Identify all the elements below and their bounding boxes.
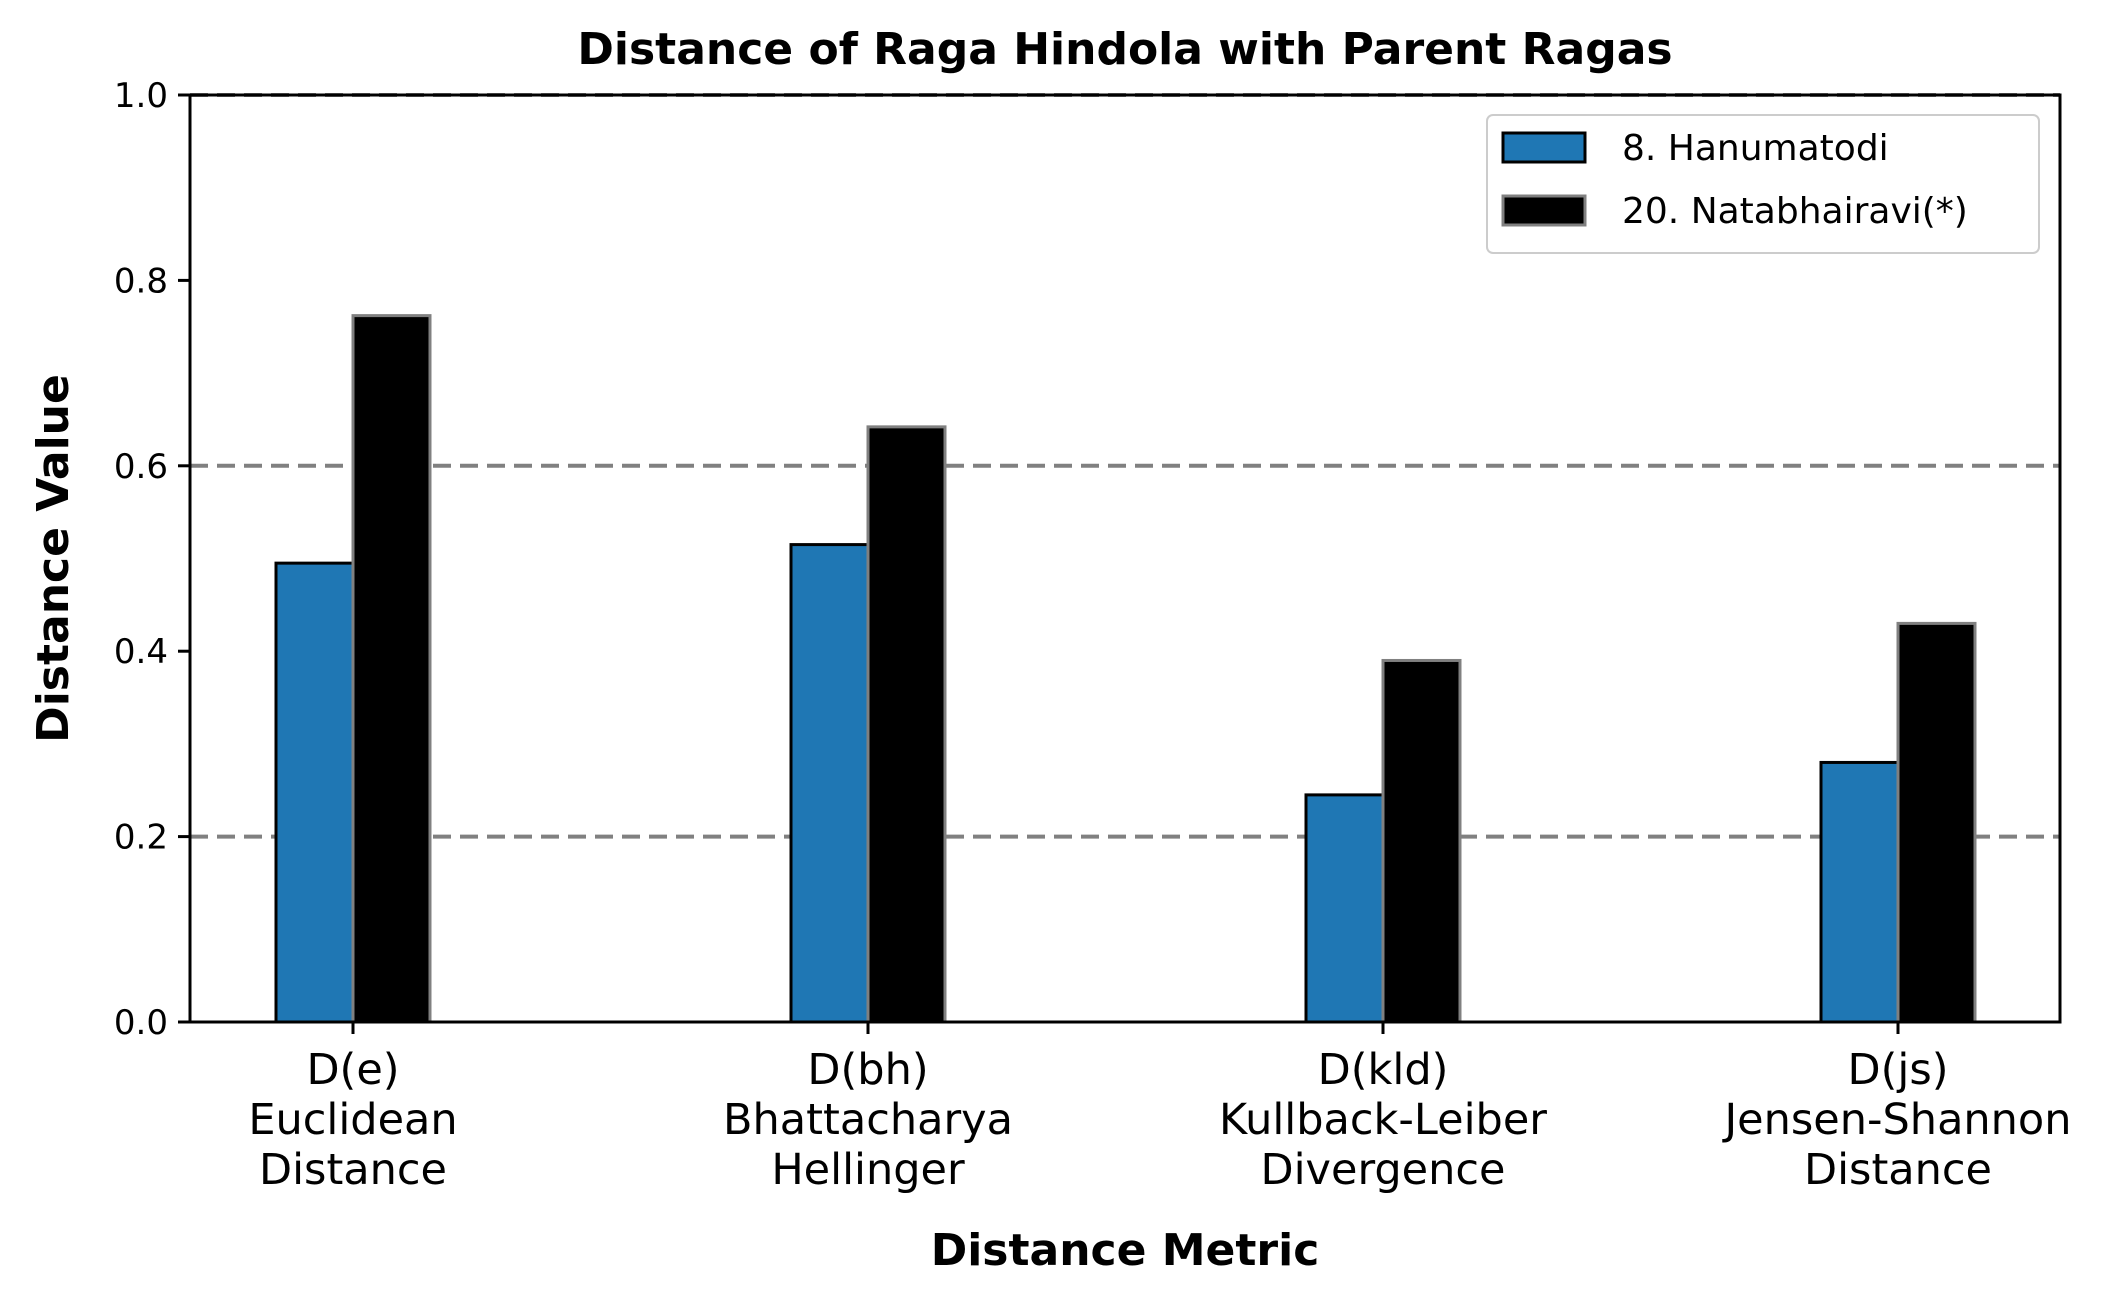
y-tick-label: 0.6 [114, 447, 168, 487]
bar-hanumatodi [1304, 793, 1385, 1024]
x-axis: D(e) Euclidean Distance D(bh) Bhattacharya He… [248, 1022, 2071, 1195]
x-tick-label: D(e) Euclidean Distance [248, 1045, 457, 1195]
bar-natabhairavi [866, 425, 947, 1024]
legend-label: 8. Hanumatodi [1622, 128, 1889, 169]
bar-hanumatodi [1819, 760, 1900, 1024]
y-tick-label: 0.0 [114, 1003, 168, 1043]
x-tick-label: D(js) Jensen-Shannon Distance [1722, 1045, 2072, 1195]
x-tick-label: D(bh) Bhattacharya Hellinger [723, 1045, 1013, 1195]
legend-label: 20. Natabhairavi(*) [1622, 191, 1968, 232]
legend: 8. Hanumatodi 20. Natabhairavi(*) [1486, 114, 2040, 254]
bars [274, 314, 1977, 1024]
y-tick-label: 0.2 [114, 818, 168, 858]
y-tick-label: 0.8 [114, 261, 168, 301]
bar-hanumatodi [789, 543, 870, 1024]
legend-swatch [1501, 194, 1587, 227]
y-tick-label: 0.4 [114, 632, 168, 672]
legend-box [1486, 114, 2040, 254]
x-axis-title: Distance Metric [931, 1225, 1320, 1276]
bar-natabhairavi [1381, 658, 1462, 1024]
chart-title: Distance of Raga Hindola with Parent Rag… [577, 24, 1672, 75]
y-tick-label: 1.0 [114, 76, 168, 116]
y-axis: 0.0 0.2 0.4 0.6 0.8 1.0 [114, 76, 190, 1043]
bar-hanumatodi [274, 561, 355, 1024]
legend-swatch [1501, 131, 1587, 164]
plot-frame [188, 93, 2062, 1024]
bar-natabhairavi [351, 314, 432, 1024]
bar-natabhairavi [1896, 621, 1977, 1024]
x-tick-label: D(kld) Kullback-Leiber Divergence [1219, 1045, 1547, 1195]
y-axis-title: Distance Value [28, 374, 79, 743]
